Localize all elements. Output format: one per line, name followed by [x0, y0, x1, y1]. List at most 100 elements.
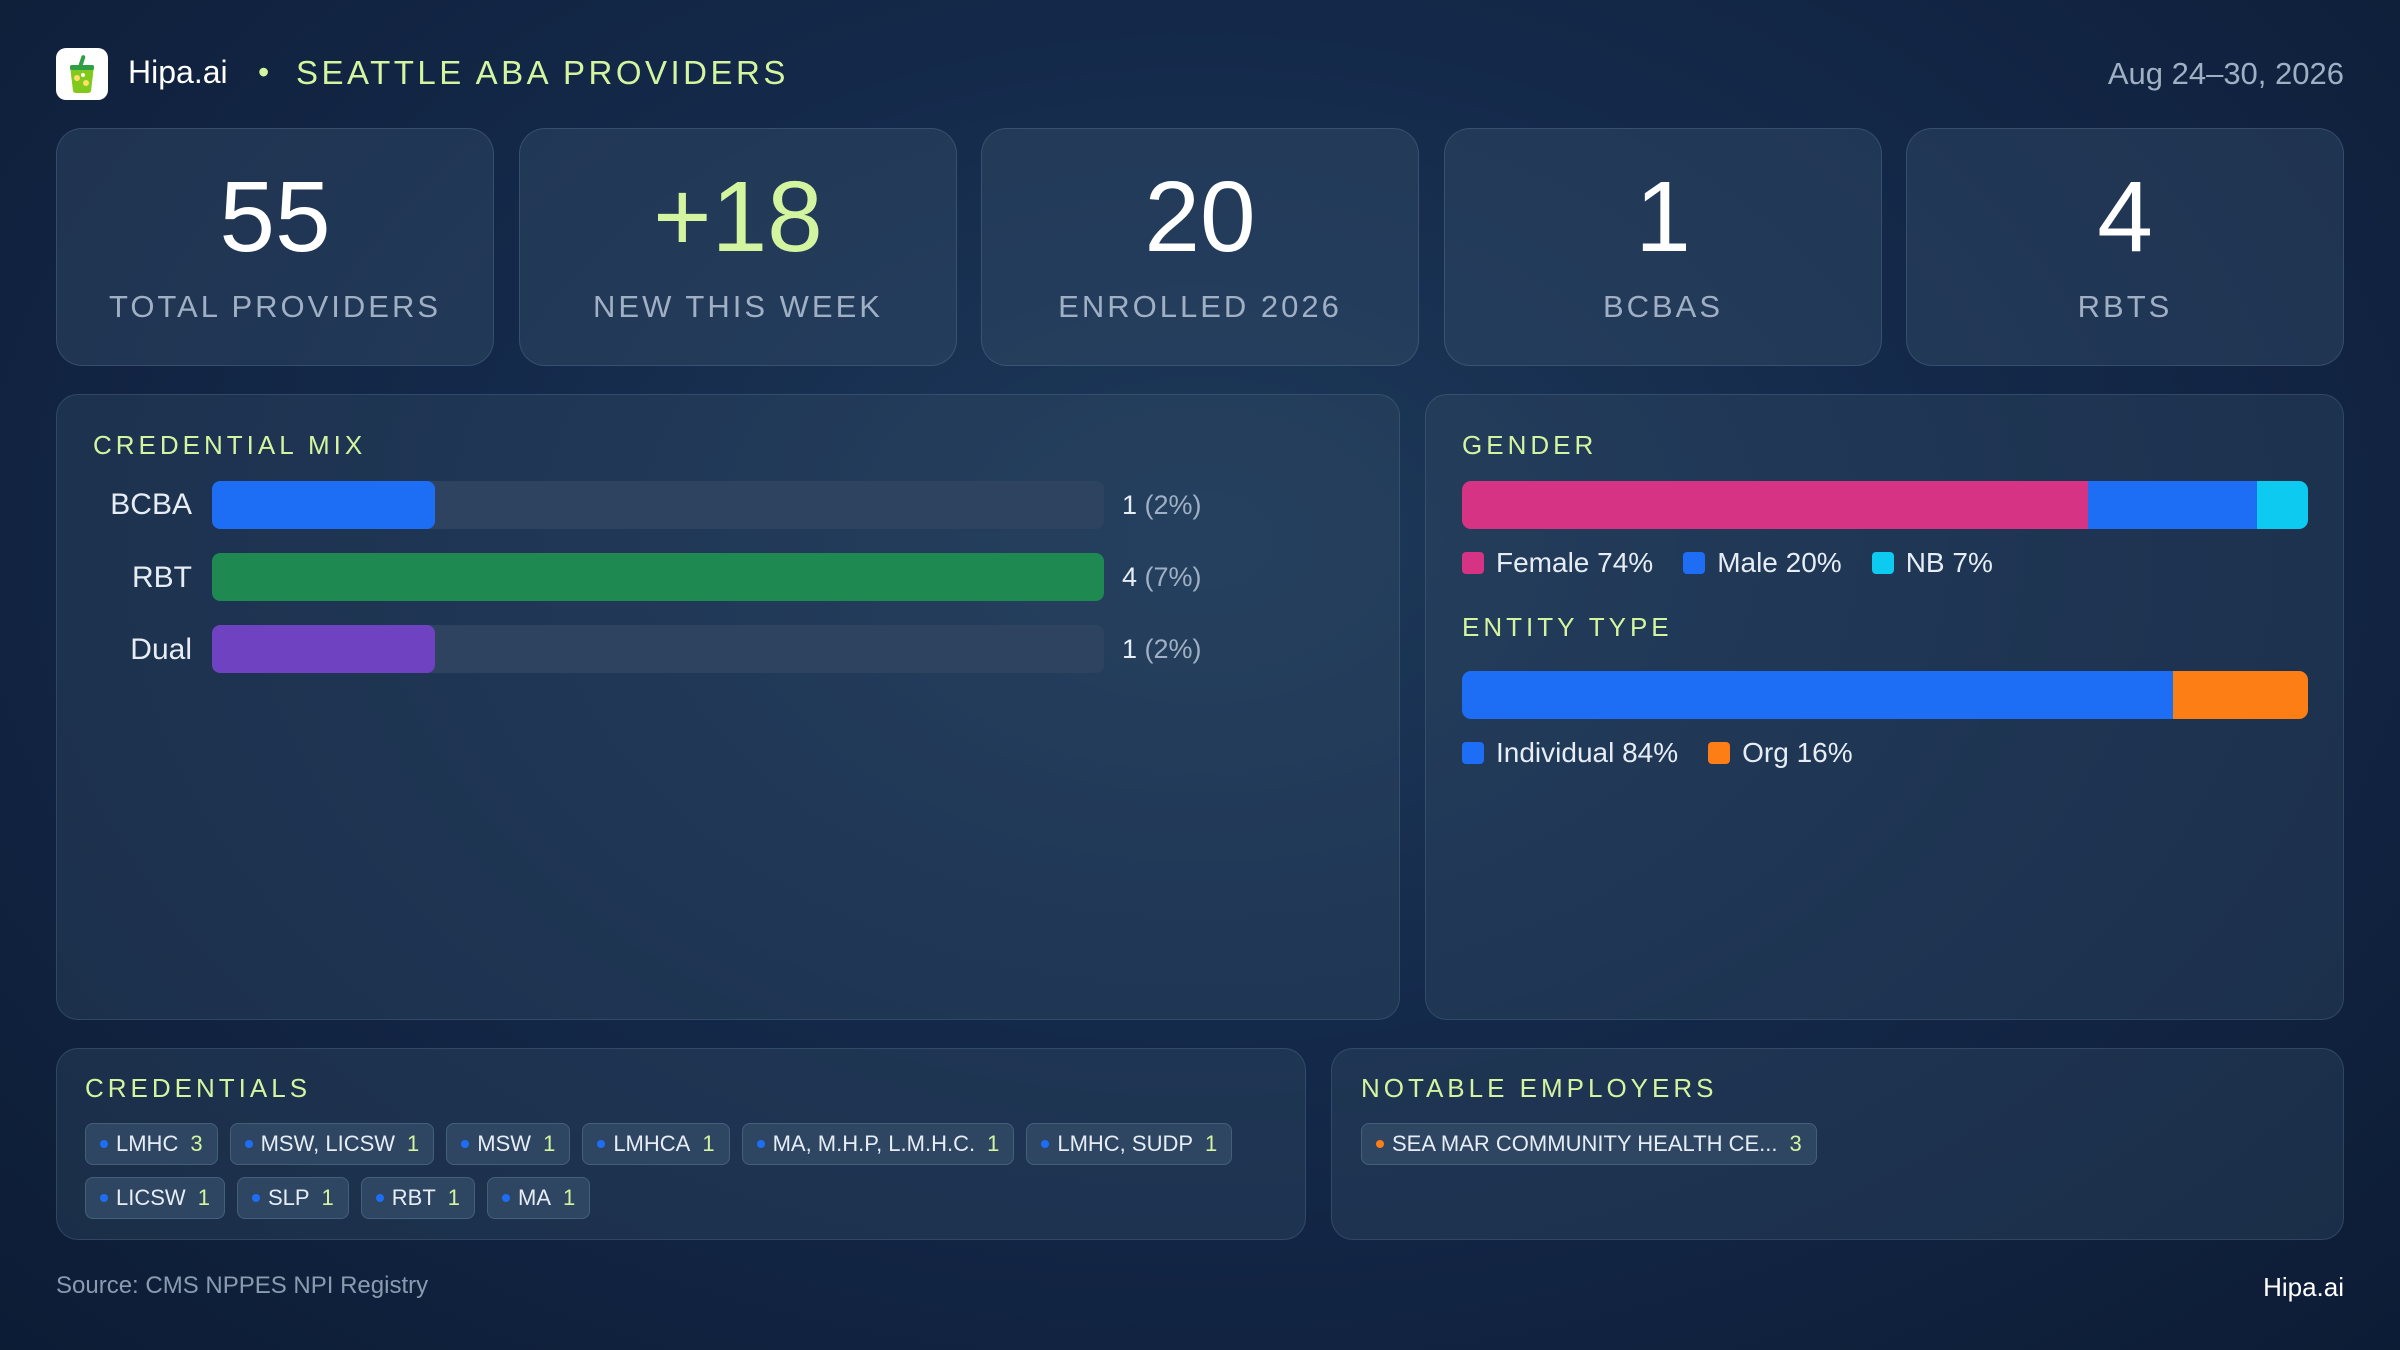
legend-label: Male 20%	[1717, 547, 1842, 578]
bar-value-bcba: 1 (2%)	[1122, 490, 1202, 521]
chip-count: 1	[543, 1131, 556, 1156]
employers-title: NOTABLE EMPLOYERS	[1361, 1073, 1718, 1103]
stat-card-enrolled: 20 ENROLLED 2026	[981, 128, 1419, 366]
chip-dot	[1041, 1140, 1050, 1148]
stat-label: TOTAL PROVIDERS	[108, 289, 442, 324]
brand-name: Hipa.ai	[128, 54, 228, 90]
chip-count: 1	[407, 1131, 420, 1156]
chip-count: 1	[563, 1185, 576, 1210]
credential-chip[interactable]: MSW, LICSW 1	[229, 1123, 435, 1165]
chip-label: SEA MAR COMMUNITY HEALTH CE...	[1392, 1131, 1778, 1156]
stat-value: 1	[1635, 161, 1691, 273]
credential-chip[interactable]: LMHC, SUDP 1	[1026, 1123, 1233, 1165]
chip-count: 1	[197, 1185, 210, 1210]
bar-percent: (7%)	[1144, 562, 1202, 592]
chip-dot	[251, 1194, 260, 1202]
chip-label: MSW, LICSW	[260, 1131, 396, 1156]
chip-dot	[597, 1140, 606, 1148]
chip-count: 1	[702, 1131, 715, 1156]
credentials-title: CREDENTIALS	[85, 1073, 312, 1103]
chip-dot	[100, 1194, 108, 1202]
gender-title: GENDER	[1462, 430, 1598, 460]
stat-card-new-this-week: +18 NEW THIS WEEK	[519, 128, 957, 366]
chip-count: 3	[1789, 1131, 1802, 1156]
chip-label: LICSW	[116, 1185, 186, 1210]
app-logo	[56, 48, 108, 100]
legend-label: Individual 84%	[1496, 737, 1679, 768]
credential-chip[interactable]: LICSW 1	[85, 1177, 225, 1219]
stat-value: 4	[2097, 161, 2153, 273]
bar-label-rbt: RBT	[132, 561, 192, 594]
bar-track-bcba	[212, 481, 1104, 529]
chip-dot	[756, 1140, 765, 1148]
credential-chip[interactable]: LMHC 3	[85, 1123, 218, 1165]
bar-count: 1	[1122, 490, 1138, 520]
chip-dot	[461, 1140, 470, 1148]
page-title: SEATTLE ABA PROVIDERS	[296, 54, 789, 91]
chip-count: 1	[321, 1185, 334, 1210]
bar-track-rbt	[212, 553, 1104, 601]
legend-label: Female 74%	[1496, 547, 1654, 578]
gender-segment-female	[1462, 481, 2089, 529]
bar-label-bcba: BCBA	[110, 488, 192, 521]
stat-label: BCBAS	[1602, 289, 1724, 324]
chip-dot	[100, 1140, 108, 1148]
data-source-note: Source: CMS NPPES NPI Registry	[56, 1272, 429, 1299]
chip-label: MA	[518, 1185, 552, 1210]
bar-percent: (2%)	[1144, 490, 1202, 520]
stat-value: 55	[219, 161, 331, 273]
chip-count: 3	[190, 1131, 203, 1156]
chip-dot	[244, 1140, 253, 1148]
credential-chip[interactable]: MSW 1	[446, 1123, 571, 1165]
chip-dot	[502, 1194, 511, 1202]
credential-chip[interactable]: MA 1	[487, 1177, 591, 1219]
credential-mix-title: CREDENTIAL MIX	[93, 430, 367, 460]
credential-chip[interactable]: LMHCA 1	[582, 1123, 730, 1165]
employer-chip[interactable]: SEA MAR COMMUNITY HEALTH CE... 3	[1361, 1123, 1817, 1165]
legend-swatch	[1683, 552, 1706, 574]
legend-swatch	[1871, 552, 1894, 574]
bar-fill-dual	[212, 625, 435, 673]
credentials-chip-list: LMHC 3 MSW, LICSW 1 MSW 1 LMHCA 1 MA, M.H.P,…	[85, 1123, 1245, 1219]
bar-count: 1	[1122, 634, 1138, 664]
chip-label: LMHC	[116, 1131, 179, 1156]
legend-item-individual: Individual 84%	[1462, 737, 1678, 769]
chip-label: SLP	[267, 1185, 310, 1210]
credential-chip[interactable]: RBT 1	[360, 1177, 476, 1219]
stat-label: ENROLLED 2026	[1058, 289, 1342, 324]
stat-value: 20	[1144, 161, 1256, 273]
legend-label: NB 7%	[1905, 547, 1993, 578]
credential-chip[interactable]: MA, M.H.P, L.M.H.C. 1	[741, 1123, 1015, 1165]
bar-fill-bcba	[212, 481, 435, 529]
entity-type-legend: Individual 84% Org 16%	[1462, 737, 1853, 769]
entity-segment-org	[2172, 671, 2308, 719]
chip-count: 1	[447, 1185, 461, 1210]
stat-value: +18	[653, 161, 823, 273]
chip-label: MSW	[477, 1131, 532, 1156]
chip-label: MA, M.H.P, L.M.H.C.	[772, 1131, 976, 1156]
employers-chip-list: SEA MAR COMMUNITY HEALTH CE... 3	[1361, 1123, 2311, 1165]
stat-card-bcbas: 1 BCBAS	[1444, 128, 1882, 366]
stat-label: RBTS	[2077, 289, 2173, 324]
cup-logo-icon	[70, 55, 94, 93]
gender-segment-nb	[2257, 481, 2308, 529]
bar-value-dual: 1 (2%)	[1122, 634, 1202, 665]
gender-legend: Female 74% Male 20% NB 7%	[1462, 547, 1993, 579]
legend-label: Org 16%	[1742, 737, 1853, 768]
bar-label-dual: Dual	[130, 633, 192, 666]
credential-chip[interactable]: SLP 1	[236, 1177, 349, 1219]
chip-label: LMHCA	[613, 1131, 691, 1156]
bar-percent: (2%)	[1144, 634, 1202, 664]
entity-segment-individual	[1462, 671, 2173, 719]
stat-label: NEW THIS WEEK	[593, 289, 883, 324]
chip-count: 1	[1205, 1131, 1218, 1156]
bar-fill-rbt	[212, 553, 1104, 601]
legend-item-female: Female 74%	[1462, 547, 1653, 579]
entity-type-stacked-bar	[1462, 671, 2308, 719]
legend-swatch	[1462, 742, 1484, 764]
gender-segment-male	[2088, 481, 2258, 529]
stat-card-total-providers: 55 TOTAL PROVIDERS	[56, 128, 494, 366]
legend-item-male: Male 20%	[1683, 547, 1842, 579]
stat-card-rbts: 4 RBTS	[1906, 128, 2344, 366]
title-separator: •	[258, 54, 270, 90]
